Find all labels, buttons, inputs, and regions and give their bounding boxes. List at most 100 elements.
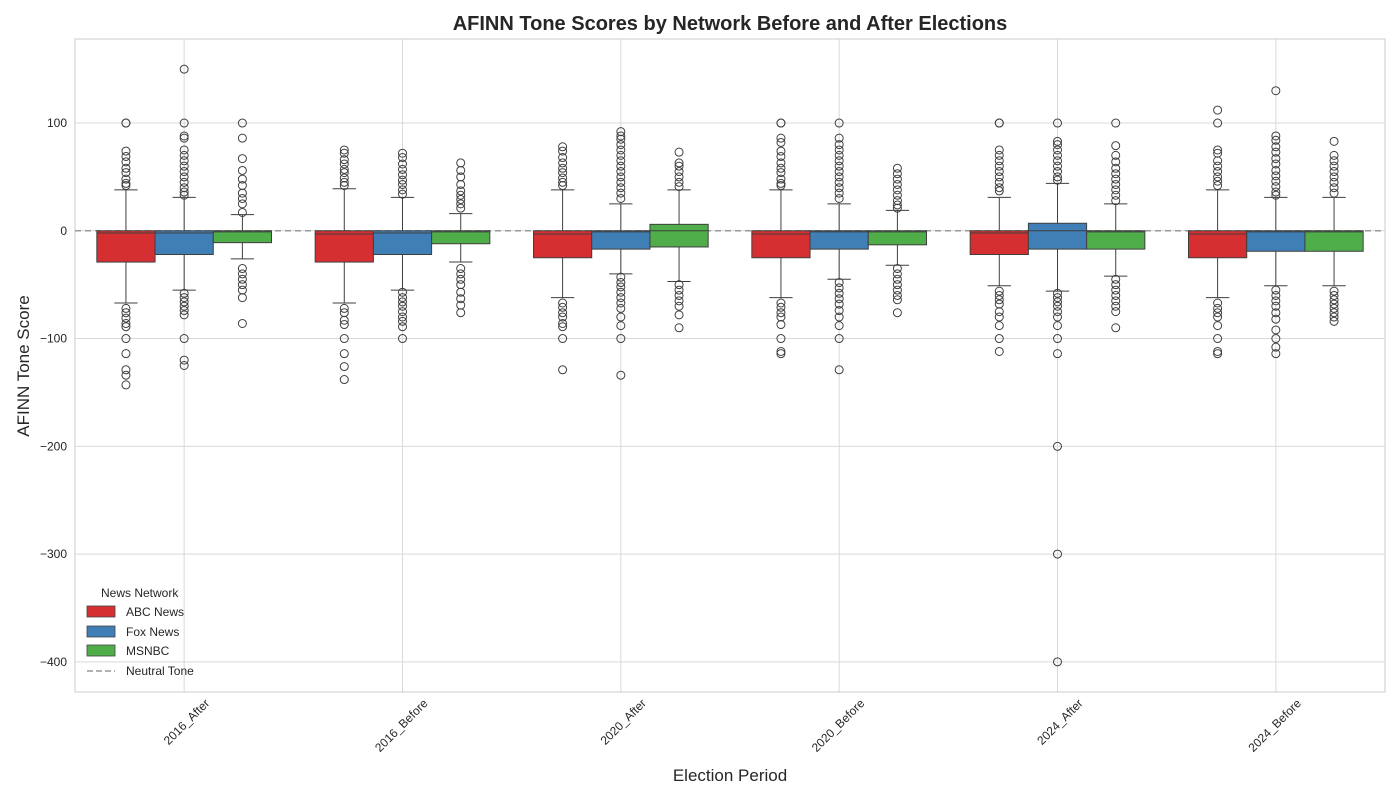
box-fox-news-2024-before [1246,86,1306,359]
outlier-point [834,118,844,128]
outlier-point [237,293,247,303]
y-tick-label: 100 [47,116,67,130]
outlier-point [121,322,131,332]
outlier-point [834,140,844,150]
outlier-point [834,183,844,193]
outlier-point [179,118,189,128]
outlier-point [1271,154,1281,164]
outlier-point [1329,150,1339,160]
iqr-box [1027,222,1088,250]
iqr-box [1188,230,1248,259]
outlier-point [1111,163,1121,173]
box-msnbc-2024-after [1086,118,1146,333]
y-tick-label: −300 [40,547,67,561]
outlier-point [776,298,786,308]
outlier-point [558,142,568,152]
outlier-point [456,264,466,274]
outlier-point [1053,118,1062,128]
outlier-point [834,156,844,166]
outlier-point [398,287,407,297]
iqr-box [533,230,593,259]
outlier-point [121,181,131,191]
outlier-point [834,167,844,177]
outlier-point [456,203,466,213]
box-abc-news-2020-after [533,142,593,375]
outlier-point [1271,349,1281,359]
outlier-point [339,303,349,313]
outlier-point [616,156,626,166]
outlier-point [1111,301,1121,311]
outlier-point [1053,334,1062,344]
outlier-point [1329,286,1339,296]
outlier-point [339,362,349,372]
outlier-point [776,346,786,356]
outlier-point [558,302,568,312]
outlier-point [1213,167,1223,177]
outlier-point [994,118,1004,128]
outlier-point [616,312,626,322]
outlier-point [398,301,407,311]
outlier-point [674,296,684,306]
box-fox-news-2016-before [372,148,433,344]
outlier-point [776,308,786,318]
outlier-point [616,370,626,380]
outlier-point [834,145,844,155]
outlier-point [456,199,466,209]
outlier-point [1213,308,1223,318]
outlier-point [1111,185,1121,195]
outlier-point [1111,285,1121,295]
outlier-point [1271,171,1281,181]
outlier-point [121,303,131,313]
legend-label-abc-news: ABC News [126,605,184,619]
outlier-point [1053,657,1062,667]
outlier-point [121,118,131,128]
outlier-point [558,312,568,322]
box-msnbc-2016-before [431,158,491,318]
outlier-point [616,278,626,288]
outlier-point [1213,172,1223,182]
outlier-point [776,334,786,344]
outlier-point [558,146,568,156]
outlier-point [398,170,407,180]
outlier-point [1271,314,1281,324]
outlier-point [558,181,568,191]
outlier-point [1329,172,1339,182]
box-msnbc-2024-before [1304,136,1364,326]
outlier-point [1053,312,1062,322]
outlier-point [398,189,407,199]
outlier-point [121,146,131,156]
outlier-point [892,190,902,200]
outlier-point [994,312,1004,322]
outlier-point [1213,321,1223,331]
outlier-point [834,312,844,322]
outlier-point [237,274,247,284]
outlier-point [1329,295,1339,305]
outlier-point [616,172,626,182]
outlier-point [1271,135,1281,145]
iqr-box [96,230,156,263]
outlier-point [558,365,568,375]
outlier-point [994,186,1004,196]
outlier-point [179,288,189,298]
outlier-point [339,177,349,187]
outlier-point [1111,190,1121,200]
outlier-point [1111,157,1121,167]
outlier-point [776,163,786,173]
outlier-point [616,140,626,150]
box-msnbc-2020-before [867,163,927,318]
outlier-point [1053,321,1062,331]
outlier-point [456,274,466,284]
outlier-point [237,174,247,184]
plot-area [74,38,1386,693]
outlier-point [237,154,247,164]
outlier-point [1329,299,1339,309]
outlier-point [834,161,844,171]
outlier-point [1111,169,1121,179]
outlier-point [994,346,1004,356]
box-abc-news-2024-before [1188,105,1248,359]
outlier-point [1053,150,1062,160]
outlier-point [456,269,466,279]
outlier-point [994,177,1004,187]
outlier-point [1271,301,1281,311]
